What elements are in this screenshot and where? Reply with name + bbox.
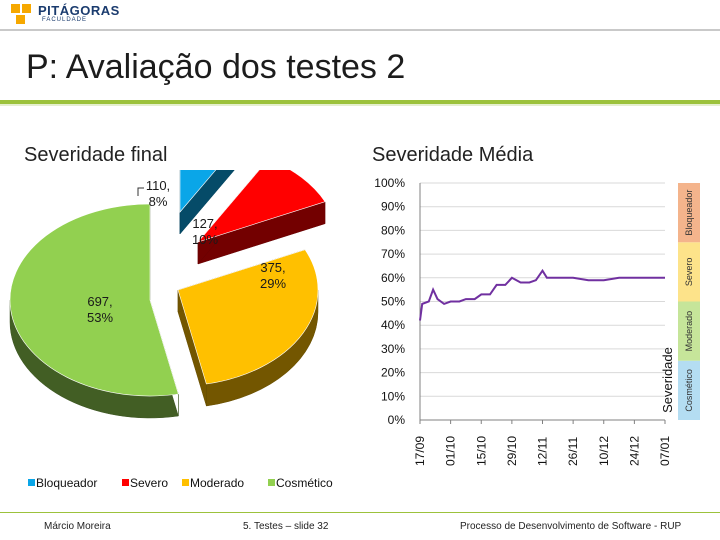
- y-tick-label: 50%: [381, 295, 405, 309]
- pie-data-label-severo: 127, 10%: [192, 216, 218, 247]
- legend-swatch-cosmético: [268, 479, 275, 486]
- logo-subtext: FACULDADE: [42, 17, 88, 23]
- y-tick-label: 20%: [381, 366, 405, 380]
- x-tick-label: 24/12: [627, 436, 641, 466]
- pie-leader-line: [137, 187, 144, 196]
- top-bar: PITÁGORAS FACULDADE: [0, 0, 720, 28]
- severity-band-label-moderado: Moderado: [684, 311, 694, 352]
- x-tick-label: 07/01: [658, 436, 672, 466]
- severity-band-label-severo: Severo: [684, 258, 694, 287]
- severity-band-bloqueador: [678, 183, 700, 243]
- pie-slice-side-bloqueador: [179, 170, 235, 235]
- y-tick-label: 40%: [381, 318, 405, 332]
- legend-swatch-bloqueador: [28, 479, 35, 486]
- x-tick-label: 29/10: [505, 436, 519, 466]
- severity-band-label-cosmético: Cosmético: [684, 369, 694, 412]
- footer-author: Márcio Moreira: [44, 521, 111, 532]
- legend-label-severo: Severo: [130, 476, 168, 490]
- pie-data-label-moderado: 375, 29%: [260, 260, 286, 291]
- legend-swatch-severo: [122, 479, 129, 486]
- series-line: [419, 268, 665, 321]
- y-tick-label: 100%: [374, 176, 405, 190]
- pie-slice-severo: [197, 170, 326, 243]
- y-tick-label: 60%: [381, 271, 405, 285]
- pie-slice-bloqueador: [179, 170, 217, 213]
- y-tick-label: 80%: [381, 223, 405, 237]
- page-title: P: Avaliação dos testes 2: [26, 48, 406, 86]
- y-tick-label: 70%: [381, 247, 405, 261]
- x-tick-label: 12/11: [536, 437, 550, 466]
- title-underline-shadow: [0, 104, 720, 106]
- severity-band-cosmético: [678, 360, 700, 420]
- pie-slice-cosmético: [9, 203, 179, 397]
- legend-label-cosmético: Cosmético: [276, 476, 333, 490]
- legend-swatch-moderado: [182, 479, 189, 486]
- top-divider: [0, 29, 720, 31]
- footer-slide: 5. Testes – slide 32: [243, 521, 329, 532]
- x-tick-label: 10/12: [597, 436, 611, 466]
- pie-chart: 110, 8% 127, 10% 375, 29% 697, 53% Bloqueador Sev…: [9, 170, 333, 490]
- severity-band-severo: [678, 242, 700, 302]
- line-chart: Cosmético Moderado Severo Bloqueador 100% 90%…: [374, 176, 700, 466]
- footer-divider: [0, 512, 720, 513]
- legend-label-bloqueador: Bloqueador: [36, 476, 97, 490]
- y-tick-label: 90%: [381, 200, 405, 214]
- pie-slice-moderado: [177, 249, 319, 385]
- y-tick-label: 10%: [381, 389, 405, 403]
- severity-band-moderado: [678, 301, 700, 361]
- title-underline: [0, 100, 720, 104]
- line-chart-title: Severidade Média: [372, 144, 534, 166]
- y-tick-label: 0%: [388, 413, 406, 427]
- pie-data-label-cosmético: 697, 53%: [87, 294, 113, 325]
- logo: PITÁGORAS FACULDADE: [10, 3, 170, 27]
- pie-data-label-bloqueador: 110, 8%: [146, 178, 170, 209]
- x-tick-label: 26/11: [566, 437, 580, 466]
- x-tick-label: 15/10: [474, 436, 488, 466]
- x-tick-label: 01/10: [444, 436, 458, 466]
- y-axis-label: Severidade: [660, 347, 675, 413]
- logo-icon: [11, 4, 31, 24]
- footer-course: Processo de Desenvolvimento de Software …: [460, 521, 682, 532]
- severity-band-label-bloqueador: Bloqueador: [684, 190, 694, 236]
- pie-chart-title: Severidade final: [24, 144, 168, 166]
- legend-label-moderado: Moderado: [190, 476, 244, 490]
- logo-text: PITÁGORAS: [38, 3, 120, 18]
- x-tick-label: 17/09: [413, 436, 427, 466]
- y-tick-label: 30%: [381, 342, 405, 356]
